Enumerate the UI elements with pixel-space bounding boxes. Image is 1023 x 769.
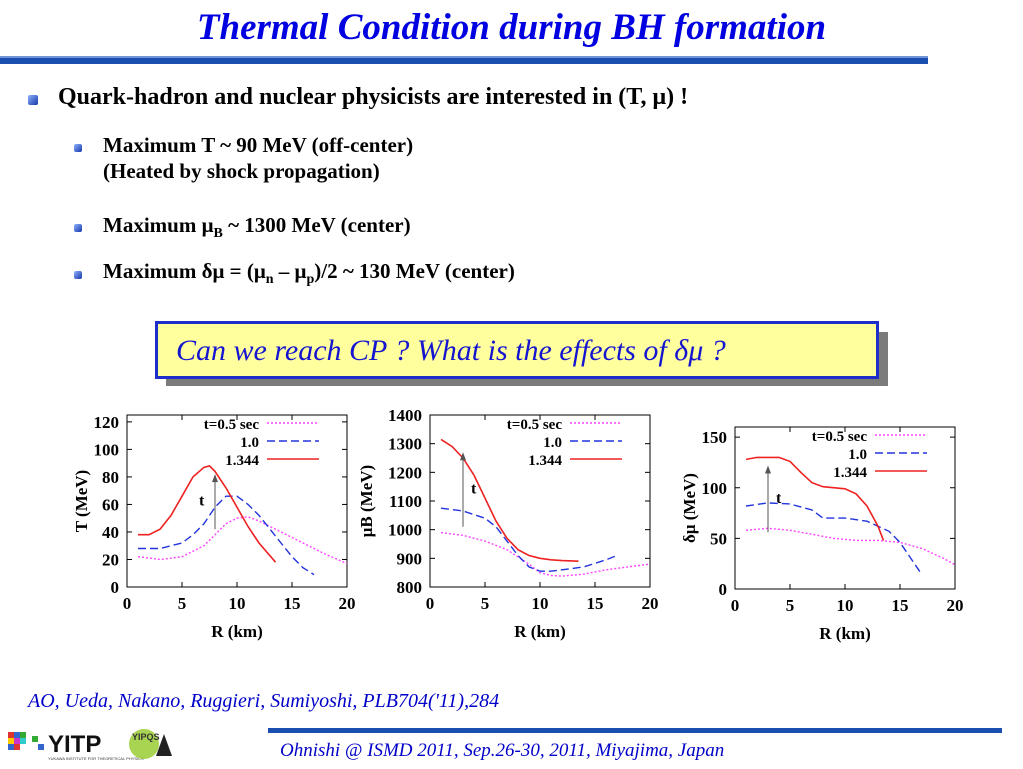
series-line-2 <box>745 502 923 576</box>
time-arrow-label: t <box>199 493 205 510</box>
bullet-icon <box>74 271 82 279</box>
y-tick-label: 1100 <box>389 492 422 511</box>
sub-bullet-3-text: Maximum δμ = (μ <box>103 259 266 283</box>
footer-text: Ohnishi @ ISMD 2011, Sep.26-30, 2011, Mi… <box>280 740 725 761</box>
svg-text:YUKAWA INSTITUTE FOR THEORETIC: YUKAWA INSTITUTE FOR THEORETICAL PHYSICS <box>48 756 144 761</box>
title-underline <box>0 58 928 64</box>
y-tick-label: 1000 <box>388 521 422 540</box>
series-line-3 <box>138 465 277 563</box>
time-arrow-head <box>212 474 218 483</box>
x-tick-label: 5 <box>786 596 795 615</box>
sub-bullet-2: Maximum μB ~ 1300 MeV (center) <box>103 210 411 244</box>
sub-bullet-3-sub-n: n <box>265 272 274 288</box>
y-tick-label: 60 <box>102 495 119 514</box>
legend-label: 1.0 <box>848 447 867 463</box>
series-line-3 <box>745 456 885 541</box>
y-tick-label: 1200 <box>388 463 422 482</box>
x-tick-label: 20 <box>642 594 659 613</box>
series-line-1 <box>137 516 348 565</box>
x-tick-label: 5 <box>178 594 187 613</box>
y-tick-label: 20 <box>102 550 119 569</box>
sub-bullet-2-tail: ~ 1300 MeV (center) <box>222 213 411 237</box>
sub-bullet-2-subscript: B <box>213 226 223 242</box>
legend-label: t=0.5 sec <box>812 429 868 445</box>
legend-label: t=0.5 sec <box>204 417 260 433</box>
y-tick-label: 0 <box>719 580 728 599</box>
bullet-icon <box>28 95 38 105</box>
bullet-icon <box>74 224 82 232</box>
series-line-1 <box>745 527 956 566</box>
y-axis-label: δμ (MeV) <box>680 473 699 543</box>
bullet-icon <box>74 144 82 152</box>
x-tick-label: 10 <box>837 596 854 615</box>
x-axis-label: R (km) <box>514 622 565 641</box>
chart-1: 0 5 10 15 20 0 20 40 60 80 100 120 R (km) T (MeV) t=0.… <box>72 413 356 641</box>
x-tick-label: 20 <box>339 594 356 613</box>
title-underline-light <box>0 56 928 58</box>
y-tick-label: 0 <box>111 578 120 597</box>
series-line-2 <box>138 495 315 576</box>
sub-bullet-2-text: Maximum μ <box>103 213 214 237</box>
y-tick-label: 100 <box>94 440 120 459</box>
y-axis-label: T (MeV) <box>72 470 91 532</box>
x-tick-label: 15 <box>587 594 604 613</box>
x-tick-label: 15 <box>284 594 301 613</box>
legend-label: t=0.5 sec <box>507 417 563 433</box>
time-arrow-label: t <box>776 490 782 507</box>
x-tick-label: 5 <box>481 594 490 613</box>
series-line-1 <box>440 531 651 577</box>
x-axis-label: R (km) <box>819 624 870 643</box>
y-tick-label: 800 <box>397 578 423 597</box>
sub-bullet-1: Maximum T ~ 90 MeV (off-center) (Heated … <box>103 130 413 187</box>
x-tick-label: 15 <box>892 596 909 615</box>
plot-frame <box>126 414 348 588</box>
time-arrow-head <box>765 465 771 474</box>
x-tick-label: 0 <box>123 594 132 613</box>
y-tick-label: 150 <box>702 428 728 447</box>
y-tick-label: 80 <box>102 468 119 487</box>
legend-label: 1.344 <box>225 453 259 469</box>
legend-label: 1.344 <box>528 453 562 469</box>
x-tick-label: 20 <box>947 596 964 615</box>
citation: AO, Ueda, Nakano, Ruggieri, Sumiyoshi, P… <box>28 690 500 712</box>
sub-bullet-3: Maximum δμ = (μn – μp)/2 ~ 130 MeV (cent… <box>103 256 515 290</box>
x-tick-label: 0 <box>426 594 435 613</box>
y-tick-label: 1400 <box>388 406 422 425</box>
x-tick-label: 10 <box>229 594 246 613</box>
y-axis-label: μB (MeV) <box>357 465 376 537</box>
svg-text:YIPQS: YIPQS <box>132 732 160 742</box>
time-arrow-head <box>460 452 466 461</box>
footer-rule <box>268 728 1002 733</box>
x-tick-label: 0 <box>731 596 740 615</box>
chart-3: 0 5 10 15 20 0 50 100 150 R (km) δμ (MeV) t=0.5 sec… <box>680 426 964 643</box>
yitp-logo-icon: YITP YUKAWA INSTITUTE FOR THEORETICAL PH… <box>8 729 172 761</box>
legend-label: 1.0 <box>543 435 562 451</box>
sub-bullet-3-mid: – μ <box>273 259 307 283</box>
y-tick-label: 40 <box>102 523 119 542</box>
sub-bullet-3-sub-p: p <box>306 272 315 288</box>
legend-label: 1.344 <box>833 465 867 481</box>
x-tick-label: 10 <box>532 594 549 613</box>
y-tick-label: 120 <box>94 413 120 432</box>
sub-bullet-1-line1: Maximum T ~ 90 MeV (off-center) <box>103 133 414 157</box>
sub-bullet-3-tail: )/2 ~ 130 MeV (center) <box>314 259 515 283</box>
chart-2: 0 5 10 15 20 800 900 1000 1100 1200 1300 1400 R (km)… <box>357 406 659 641</box>
legend-label: 1.0 <box>240 435 259 451</box>
callout-box: Can we reach CP ? What is the effects of… <box>155 321 879 379</box>
main-bullet: Quark-hadron and nuclear physicists are … <box>58 84 689 110</box>
y-tick-label: 100 <box>702 479 728 498</box>
series-line-2 <box>440 507 618 572</box>
sub-bullet-1-line2: (Heated by shock propagation) <box>103 159 380 184</box>
y-tick-label: 1300 <box>388 435 422 454</box>
y-tick-label: 900 <box>397 549 423 568</box>
x-axis-label: R (km) <box>211 622 262 641</box>
y-tick-label: 50 <box>710 529 727 548</box>
time-arrow-label: t <box>471 481 477 498</box>
yitp-logo: YITP YUKAWA INSTITUTE FOR THEORETICAL PH… <box>6 726 176 764</box>
callout-text: Can we reach CP ? What is the effects of… <box>176 334 726 367</box>
slide-title: Thermal Condition during BH formation <box>196 7 827 48</box>
svg-text:YITP: YITP <box>48 731 101 758</box>
